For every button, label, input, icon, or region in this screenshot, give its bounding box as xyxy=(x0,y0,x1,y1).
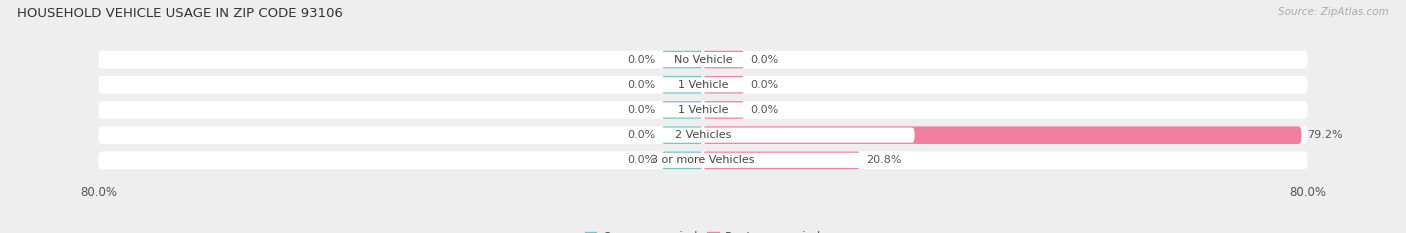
Text: 0.0%: 0.0% xyxy=(627,55,655,65)
Text: HOUSEHOLD VEHICLE USAGE IN ZIP CODE 93106: HOUSEHOLD VEHICLE USAGE IN ZIP CODE 9310… xyxy=(17,7,343,20)
Text: 0.0%: 0.0% xyxy=(751,80,779,90)
Text: 2 Vehicles: 2 Vehicles xyxy=(675,130,731,140)
FancyBboxPatch shape xyxy=(492,52,915,67)
FancyBboxPatch shape xyxy=(510,77,896,92)
Text: 0.0%: 0.0% xyxy=(627,130,655,140)
FancyBboxPatch shape xyxy=(98,151,1308,169)
Text: Source: ZipAtlas.com: Source: ZipAtlas.com xyxy=(1278,7,1389,17)
Text: 0.0%: 0.0% xyxy=(751,55,779,65)
Text: No Vehicle: No Vehicle xyxy=(673,55,733,65)
FancyBboxPatch shape xyxy=(703,101,745,119)
FancyBboxPatch shape xyxy=(703,76,745,94)
FancyBboxPatch shape xyxy=(703,151,860,169)
FancyBboxPatch shape xyxy=(661,126,703,144)
FancyBboxPatch shape xyxy=(661,51,703,69)
FancyBboxPatch shape xyxy=(661,76,703,94)
Text: 3 or more Vehicles: 3 or more Vehicles xyxy=(651,155,755,165)
FancyBboxPatch shape xyxy=(98,51,1308,69)
Text: 0.0%: 0.0% xyxy=(627,80,655,90)
Text: 20.8%: 20.8% xyxy=(866,155,901,165)
Text: 1 Vehicle: 1 Vehicle xyxy=(678,80,728,90)
FancyBboxPatch shape xyxy=(661,101,703,119)
FancyBboxPatch shape xyxy=(98,101,1308,119)
FancyBboxPatch shape xyxy=(492,128,915,143)
FancyBboxPatch shape xyxy=(335,153,1071,168)
Text: 79.2%: 79.2% xyxy=(1308,130,1343,140)
FancyBboxPatch shape xyxy=(661,151,703,169)
Legend: Owner-occupied, Renter-occupied: Owner-occupied, Renter-occupied xyxy=(579,226,827,233)
FancyBboxPatch shape xyxy=(98,126,1308,144)
FancyBboxPatch shape xyxy=(510,102,896,117)
Text: 0.0%: 0.0% xyxy=(627,105,655,115)
Text: 0.0%: 0.0% xyxy=(627,155,655,165)
Text: 0.0%: 0.0% xyxy=(751,105,779,115)
FancyBboxPatch shape xyxy=(703,126,1302,144)
FancyBboxPatch shape xyxy=(98,76,1308,94)
FancyBboxPatch shape xyxy=(703,51,745,69)
Text: 1 Vehicle: 1 Vehicle xyxy=(678,105,728,115)
